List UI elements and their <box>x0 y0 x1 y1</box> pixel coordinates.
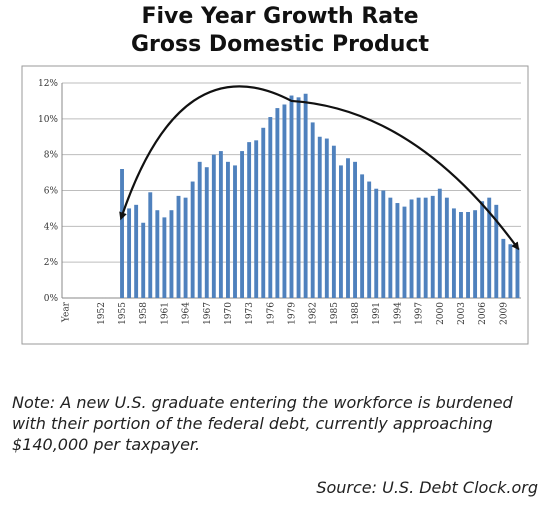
bar <box>211 154 216 298</box>
bar <box>190 181 195 298</box>
bar <box>409 199 414 298</box>
bar <box>226 161 230 298</box>
gdp-bar-chart: 0% 2% 4% 6% 8% 10% 12% Year 1952 1955 1958 1961 196… <box>21 65 529 345</box>
bar <box>459 212 463 298</box>
y-tick-label: 2% <box>44 258 59 268</box>
x-tick-label: 1973 <box>245 302 255 325</box>
bar <box>381 190 386 298</box>
x-tick-label: 2006 <box>478 302 488 325</box>
bar <box>451 208 456 298</box>
y-tick-label: 8% <box>44 151 59 161</box>
bar <box>176 195 181 298</box>
bar <box>169 210 174 298</box>
bar <box>338 165 343 298</box>
bar <box>324 138 329 298</box>
bar <box>331 145 336 298</box>
bar <box>183 197 188 298</box>
bar <box>148 192 153 298</box>
bar <box>275 108 280 298</box>
x-tick-label: 1964 <box>182 302 192 325</box>
bar <box>346 158 350 298</box>
x-tick-label: 2000 <box>436 302 446 325</box>
bar <box>402 206 407 298</box>
bar <box>141 222 146 298</box>
chart-title-line2: Gross Domestic Product <box>131 32 429 57</box>
x-tick-label: Year <box>62 301 72 323</box>
bar <box>155 210 160 298</box>
y-tick-label: 4% <box>44 222 59 232</box>
bar <box>218 151 223 298</box>
x-tick-label: 1982 <box>309 302 319 325</box>
x-tick-label: 1997 <box>415 302 425 325</box>
bar <box>120 169 124 298</box>
x-tick-label: 1991 <box>372 302 382 325</box>
bar <box>204 167 209 298</box>
bar <box>473 210 478 298</box>
bar <box>374 188 379 298</box>
x-tick-label: 1970 <box>224 302 234 325</box>
footnote: Note: A new U.S. graduate entering the w… <box>12 393 513 454</box>
bar <box>395 203 400 298</box>
x-tick-label: 1952 <box>97 302 107 325</box>
x-tick-label: 1985 <box>330 302 340 325</box>
bar <box>515 247 520 298</box>
bar <box>233 165 237 298</box>
chart-title-line1: Five Year Growth Rate <box>141 4 419 29</box>
bar <box>127 208 132 298</box>
chart-frame <box>21 65 529 345</box>
bar <box>360 174 365 298</box>
bar <box>494 204 499 298</box>
bar <box>289 95 294 299</box>
bar <box>430 195 435 298</box>
y-tick-label: 10% <box>38 115 58 125</box>
bar <box>317 136 322 298</box>
bar <box>466 212 470 298</box>
x-tick-label: 1961 <box>160 302 170 325</box>
bar <box>437 188 442 298</box>
x-tick-label: 1958 <box>139 302 149 325</box>
trend-arrow <box>119 85 520 251</box>
x-tick-label: 1994 <box>393 302 403 325</box>
x-tick-label: 2009 <box>499 302 509 325</box>
x-tick-label: 1979 <box>288 302 298 325</box>
bar <box>310 122 315 299</box>
bar <box>388 197 393 298</box>
y-tick-label: 12% <box>38 79 58 89</box>
bar <box>303 93 308 298</box>
bar <box>296 97 301 298</box>
bar <box>268 117 273 299</box>
x-tick-label: 1955 <box>118 302 128 325</box>
bar <box>254 140 259 298</box>
bar <box>416 197 421 298</box>
x-tick-label: 1967 <box>203 302 213 325</box>
bar <box>444 197 449 298</box>
bar <box>423 197 428 298</box>
bar <box>240 151 245 298</box>
bar <box>261 127 266 299</box>
bar <box>508 244 513 298</box>
bar <box>480 201 485 298</box>
bar <box>367 181 372 298</box>
bar <box>353 161 357 298</box>
bar <box>501 238 506 298</box>
bar <box>162 217 167 298</box>
bar <box>247 142 252 298</box>
x-tick-label: 2003 <box>457 302 467 325</box>
source-credit: Source: U.S. Debt Clock.org <box>316 478 538 497</box>
y-tick-label: 0% <box>44 294 59 304</box>
bar <box>134 204 139 298</box>
bar <box>282 104 287 298</box>
x-tick-label: 1976 <box>266 302 276 325</box>
y-tick-label: 6% <box>44 187 59 197</box>
bar <box>197 161 202 298</box>
x-tick-label: 1988 <box>351 302 361 325</box>
